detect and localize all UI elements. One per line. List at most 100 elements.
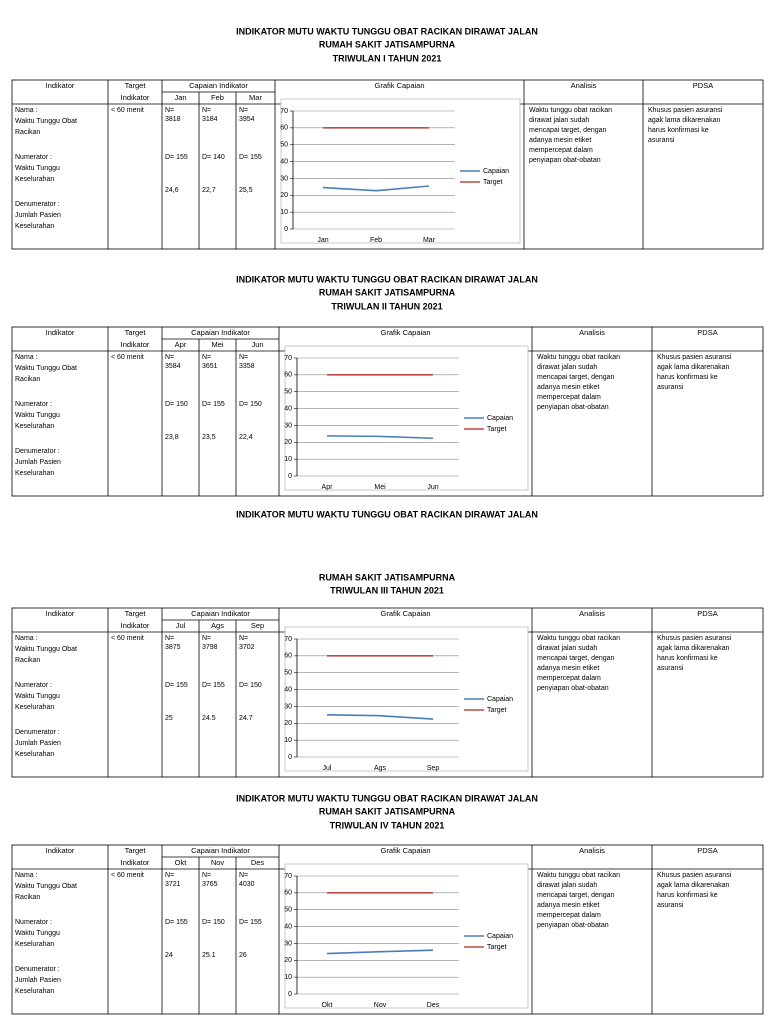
row-label: Numerator : (15, 919, 52, 926)
x-tick-label: Ags (374, 765, 387, 772)
header-cell: Target (125, 609, 147, 618)
n-label: N= (239, 107, 248, 114)
section-title: INDIKATOR MUTU WAKTU TUNGGU OBAT RACIKAN… (236, 274, 538, 284)
month-header: Mei (211, 340, 223, 349)
chart-frame (284, 626, 529, 772)
header-cell: Indikator (46, 81, 75, 90)
row-label: Keselurahan (15, 941, 54, 948)
section-title: RUMAH SAKIT JATISAMPURNA (319, 572, 456, 582)
month-header: Nov (211, 858, 225, 867)
n-label: N= (239, 872, 248, 879)
row-label: Waktu Tunggu Obat (15, 646, 77, 653)
analysis-text: penyiapan obat-obatan (529, 157, 601, 164)
row-label: Nama : (15, 872, 38, 879)
pdsa-text: Khusus pasien asuransi (657, 635, 732, 642)
header-cell: Indikator (46, 609, 75, 618)
row-label: Keselurahan (15, 223, 54, 230)
pdsa-text: harus konfirmasi ke (657, 892, 718, 899)
analysis-text: adanya mesin etiket (537, 665, 599, 672)
analysis-text: dirawat jalan sudah (529, 117, 589, 124)
n-value: 3818 (165, 116, 181, 123)
chart-frame (280, 98, 521, 244)
row-label: Jumlah Pasien (15, 212, 61, 219)
month-header: Jan (174, 93, 186, 102)
y-tick-label: 0 (288, 991, 292, 998)
d-value: D= 155 (165, 682, 188, 689)
header-cell: Capaian Indikator (191, 846, 250, 855)
legend-label: Capaian (487, 933, 513, 940)
header-cell: Analisis (579, 609, 605, 618)
y-tick-label: 20 (280, 192, 288, 199)
n-label: N= (165, 107, 174, 114)
x-tick-label: Jul (323, 765, 332, 772)
header-cell: Indikator (121, 621, 150, 630)
table-border (11, 607, 764, 778)
pdsa-text: asuransi (657, 902, 684, 909)
y-tick-label: 40 (284, 923, 292, 930)
row-label: Nama : (15, 635, 38, 642)
header-cell: Indikator (46, 846, 75, 855)
analysis-text: adanya mesin etiket (537, 384, 599, 391)
section-title: TRIWULAN IV TAHUN 2021 (330, 820, 445, 830)
y-tick-label: 20 (284, 439, 292, 446)
row-label: Numerator : (15, 401, 52, 408)
section-title: INDIKATOR MUTU WAKTU TUNGGU OBAT RACIKAN… (236, 793, 538, 803)
table-border (11, 326, 764, 497)
y-tick-label: 10 (284, 974, 292, 981)
result-value: 25.1 (202, 952, 216, 959)
pdsa-text: asuransi (648, 137, 675, 144)
chart-frame (284, 345, 529, 491)
y-tick-label: 50 (284, 389, 292, 396)
y-tick-label: 40 (280, 158, 288, 165)
result-value: 23,8 (165, 434, 179, 441)
pdsa-text: harus konfirmasi ke (648, 127, 709, 134)
y-tick-label: 0 (284, 226, 288, 233)
row-label: Waktu Tunggu Obat (15, 883, 77, 890)
header-cell: Indikator (121, 340, 150, 349)
y-tick-label: 0 (288, 473, 292, 480)
legend-label: Target (487, 426, 507, 433)
y-tick-label: 60 (284, 890, 292, 897)
row-label: Keselurahan (15, 704, 54, 711)
header-cell: Capaian Indikator (191, 609, 250, 618)
pdsa-text: asuransi (657, 384, 684, 391)
y-tick-label: 70 (284, 873, 292, 880)
d-value: D= 150 (239, 401, 262, 408)
y-tick-label: 10 (280, 209, 288, 216)
y-tick-label: 40 (284, 686, 292, 693)
target-value: < 60 menit (111, 107, 144, 114)
result-value: 24.7 (239, 715, 253, 722)
header-cell: Analisis (579, 328, 605, 337)
row-label: Denumerator : (15, 966, 60, 973)
y-tick-label: 60 (284, 372, 292, 379)
y-tick-label: 50 (284, 907, 292, 914)
y-tick-label: 40 (284, 405, 292, 412)
section-title: RUMAH SAKIT JATISAMPURNA (319, 806, 456, 816)
analysis-text: mempercepat dalam (537, 675, 601, 682)
row-label: Denumerator : (15, 201, 60, 208)
data-line (326, 714, 434, 720)
month-header: Des (251, 858, 265, 867)
header-cell: PDSA (697, 846, 717, 855)
pdsa-text: Khusus pasien asuransi (657, 354, 732, 361)
pdsa-text: agak lama dikarenakan (657, 645, 729, 652)
pdsa-text: agak lama dikarenakan (657, 882, 729, 889)
section-title: RUMAH SAKIT JATISAMPURNA (319, 39, 456, 49)
header-cell: PDSA (697, 609, 717, 618)
analysis-text: Waktu tunggu obat racikan (537, 354, 620, 361)
y-tick-label: 10 (284, 456, 292, 463)
row-label: Waktu Tunggu (15, 165, 60, 172)
header-cell: Target (125, 328, 147, 337)
analysis-text: penyiapan obat-obatan (537, 922, 609, 929)
header-cell: PDSA (693, 81, 713, 90)
result-value: 24,6 (165, 187, 179, 194)
row-label: Waktu Tunggu Obat (15, 365, 77, 372)
month-header: Jul (176, 621, 186, 630)
d-value: D= 150 (239, 682, 262, 689)
row-label: Waktu Tunggu (15, 930, 60, 937)
n-value: 3651 (202, 363, 218, 370)
section-title: TRIWULAN I TAHUN 2021 (333, 53, 442, 63)
d-value: D= 155 (165, 919, 188, 926)
x-tick-label: Jun (427, 484, 438, 491)
section-title: TRIWULAN III TAHUN 2021 (330, 585, 444, 595)
